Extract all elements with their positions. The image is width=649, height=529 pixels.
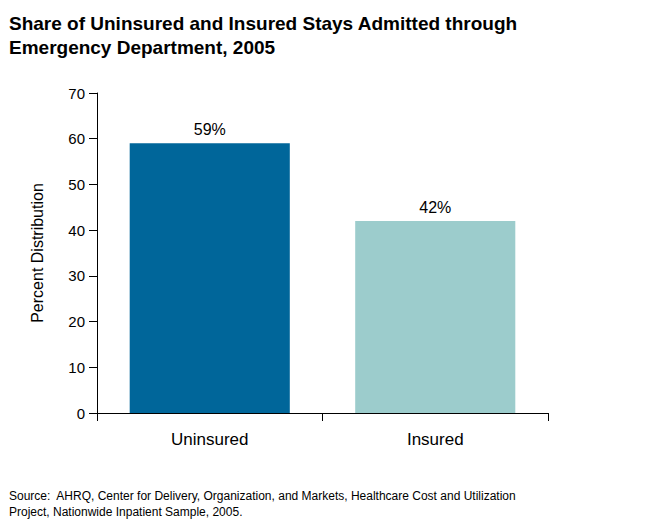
svg-text:60: 60 — [68, 130, 85, 147]
svg-text:Project, Nationwide Inpatient: Project, Nationwide Inpatient Sample, 20… — [9, 505, 242, 519]
svg-text:20: 20 — [68, 313, 85, 330]
svg-text:40: 40 — [68, 222, 85, 239]
svg-text:Percent Distribution: Percent Distribution — [29, 183, 46, 323]
svg-text:0: 0 — [77, 405, 85, 422]
svg-text:Insured: Insured — [407, 430, 464, 449]
svg-text:70: 70 — [68, 85, 85, 102]
svg-text:10: 10 — [68, 359, 85, 376]
svg-text:42%: 42% — [419, 199, 451, 216]
svg-text:59%: 59% — [194, 121, 226, 138]
svg-text:Source: AHRQ, Center for Deli: Source: AHRQ, Center for Delivery, Organ… — [9, 489, 519, 503]
svg-text:Share of Uninsured and Insured: Share of Uninsured and Insured Stays Adm… — [9, 13, 522, 34]
svg-text:Emergency Department, 2005: Emergency Department, 2005 — [9, 37, 276, 58]
svg-text:50: 50 — [68, 176, 85, 193]
svg-text:30: 30 — [68, 267, 85, 284]
svg-text:Uninsured: Uninsured — [171, 430, 249, 449]
